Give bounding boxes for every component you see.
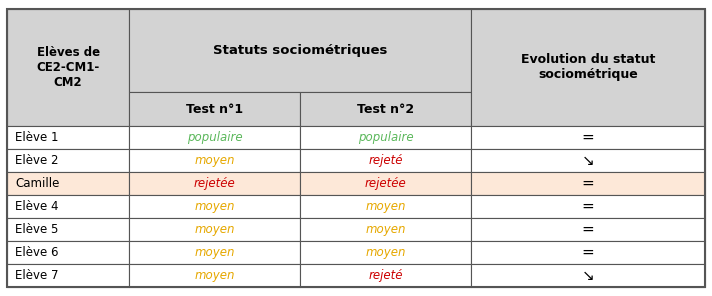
Text: Camille: Camille: [16, 177, 60, 190]
Bar: [7, 149, 129, 172]
Text: moyen: moyen: [194, 269, 235, 282]
Text: =: =: [582, 130, 595, 145]
Text: Test n°1: Test n°1: [186, 102, 244, 115]
Bar: [300, 264, 471, 287]
Bar: [7, 264, 129, 287]
Text: Statuts sociométriques: Statuts sociométriques: [213, 44, 387, 57]
Bar: [7, 195, 129, 218]
Text: Elève 1: Elève 1: [16, 131, 59, 144]
Text: populaire: populaire: [358, 131, 414, 144]
Bar: [129, 9, 471, 92]
Text: Elève 2: Elève 2: [16, 154, 59, 167]
Bar: [300, 241, 471, 264]
Bar: [300, 218, 471, 241]
Bar: [7, 172, 129, 195]
Bar: [7, 241, 129, 264]
Bar: [7, 126, 129, 149]
Bar: [471, 218, 705, 241]
Text: moyen: moyen: [194, 223, 235, 236]
Bar: [300, 149, 471, 172]
Text: =: =: [582, 199, 595, 214]
Text: Elève 4: Elève 4: [16, 200, 59, 213]
Text: =: =: [582, 176, 595, 191]
Bar: [7, 218, 129, 241]
Text: ↘: ↘: [582, 268, 595, 283]
Bar: [471, 149, 705, 172]
Bar: [129, 264, 300, 287]
Bar: [471, 264, 705, 287]
Text: moyen: moyen: [365, 200, 406, 213]
Bar: [129, 218, 300, 241]
Text: =: =: [582, 222, 595, 237]
Bar: [129, 241, 300, 264]
Bar: [129, 126, 300, 149]
Bar: [300, 195, 471, 218]
Bar: [471, 9, 705, 126]
Text: moyen: moyen: [194, 200, 235, 213]
Text: =: =: [582, 245, 595, 260]
Text: Test n°2: Test n°2: [357, 102, 414, 115]
Text: rejeté: rejeté: [368, 269, 403, 282]
Text: Elève 7: Elève 7: [16, 269, 59, 282]
Text: Elève 5: Elève 5: [16, 223, 59, 236]
Text: populaire: populaire: [187, 131, 243, 144]
Text: Elèves de
CE2-CM1-
CM2: Elèves de CE2-CM1- CM2: [36, 46, 100, 89]
Bar: [471, 195, 705, 218]
Text: moyen: moyen: [365, 246, 406, 259]
Bar: [300, 126, 471, 149]
Bar: [471, 172, 705, 195]
Text: Elève 6: Elève 6: [16, 246, 59, 259]
Bar: [7, 9, 129, 126]
Bar: [129, 195, 300, 218]
Bar: [300, 92, 471, 126]
Text: moyen: moyen: [194, 154, 235, 167]
Text: ↘: ↘: [582, 153, 595, 168]
Bar: [129, 172, 300, 195]
Text: Evolution du statut
sociométrique: Evolution du statut sociométrique: [520, 53, 655, 81]
Bar: [129, 92, 300, 126]
Bar: [471, 241, 705, 264]
Bar: [471, 126, 705, 149]
Text: rejeté: rejeté: [368, 154, 403, 167]
Text: moyen: moyen: [194, 246, 235, 259]
Bar: [300, 172, 471, 195]
Text: rejetée: rejetée: [365, 177, 407, 190]
Bar: [129, 149, 300, 172]
Text: moyen: moyen: [365, 223, 406, 236]
Text: rejetée: rejetée: [194, 177, 236, 190]
